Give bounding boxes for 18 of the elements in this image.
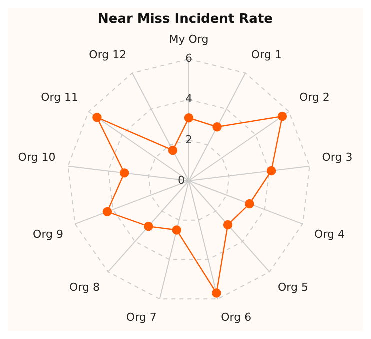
spoke-label: My Org [169,33,209,46]
spoke-label: Org 6 [221,310,252,324]
y-tick-label: 2 [186,133,192,146]
y-tick-label: 0 [178,174,185,187]
spoke-label: Org 10 [18,151,56,164]
spoke-label: Org 3 [322,151,353,164]
spoke-label: Org 1 [251,48,282,62]
chart-title: Near Miss Incident Rate [98,12,274,28]
y-tick-label: 4 [186,92,192,106]
spoke-label: Org 2 [299,91,330,104]
spoke-label: Org 9 [33,228,64,242]
spoke-label: Org 7 [126,310,157,324]
spoke-label: Org 8 [70,280,100,294]
spoke-label: Org 5 [278,280,308,294]
spoke-label: Org 4 [314,228,345,242]
y-tick-label: 6 [186,52,192,66]
spoke-label: Org 11 [41,91,79,104]
spoke-label: Org 12 [89,48,127,62]
